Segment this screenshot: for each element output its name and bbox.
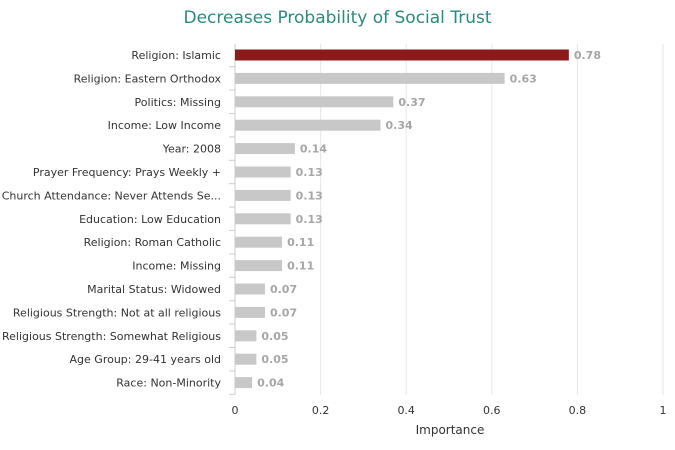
bar <box>235 213 291 225</box>
x-tick-label: 0.6 <box>483 404 501 417</box>
bar <box>235 49 569 61</box>
category-label: Prayer Frequency: Prays Weekly + <box>33 166 221 179</box>
category-label: Race: Non-Minority <box>116 377 221 390</box>
value-label: 0.07 <box>270 306 297 319</box>
x-tick-label: 0 <box>232 404 239 417</box>
category-label: Religion: Eastern Orthodox <box>74 72 222 85</box>
category-label: Church Attendance: Never Attends Se... <box>2 189 221 202</box>
chart-title: Decreases Probability of Social Trust <box>183 8 492 28</box>
value-label: 0.13 <box>296 166 323 179</box>
x-tick-label: 0.2 <box>312 404 330 417</box>
category-label: Religion: Roman Catholic <box>84 236 221 249</box>
category-label: Politics: Missing <box>135 96 221 109</box>
bar <box>235 306 265 318</box>
bar <box>235 236 283 248</box>
category-label: Age Group: 29-41 years old <box>70 353 221 366</box>
category-label: Income: Low Income <box>108 119 222 132</box>
bar <box>235 96 394 108</box>
category-label: Religion: Islamic <box>131 49 221 62</box>
value-label: 0.05 <box>261 353 288 366</box>
category-label: Income: Missing <box>132 260 221 273</box>
category-label: Education: Low Education <box>79 213 221 226</box>
value-label: 0.05 <box>261 330 288 343</box>
bar <box>235 143 295 155</box>
category-label: Year: 2008 <box>162 143 221 156</box>
value-label: 0.11 <box>287 260 314 273</box>
value-label: 0.13 <box>296 189 323 202</box>
bar <box>235 260 283 272</box>
bar <box>235 283 265 295</box>
value-label: 0.11 <box>287 236 314 249</box>
value-label: 0.13 <box>296 213 323 226</box>
value-label: 0.63 <box>510 72 537 85</box>
category-label: Marital Status: Widowed <box>87 283 221 296</box>
value-label: 0.37 <box>398 96 425 109</box>
value-label: 0.04 <box>257 377 284 390</box>
x-axis-title: Importance <box>416 423 485 437</box>
x-tick-label: 0.4 <box>397 404 415 417</box>
bar <box>235 166 291 178</box>
x-tick-label: 0.8 <box>569 404 587 417</box>
bar <box>235 189 291 201</box>
bar <box>235 377 253 389</box>
bar <box>235 330 257 342</box>
bar <box>235 119 381 131</box>
bar <box>235 353 257 365</box>
value-label: 0.07 <box>270 283 297 296</box>
x-tick-label: 1 <box>660 404 667 417</box>
category-label: Religious Strength: Not at all religious <box>13 306 221 319</box>
value-label: 0.78 <box>574 49 601 62</box>
category-label: Religious Strength: Somewhat Religious <box>2 330 221 343</box>
bar <box>235 72 505 84</box>
value-label: 0.14 <box>300 143 327 156</box>
value-label: 0.34 <box>386 119 413 132</box>
